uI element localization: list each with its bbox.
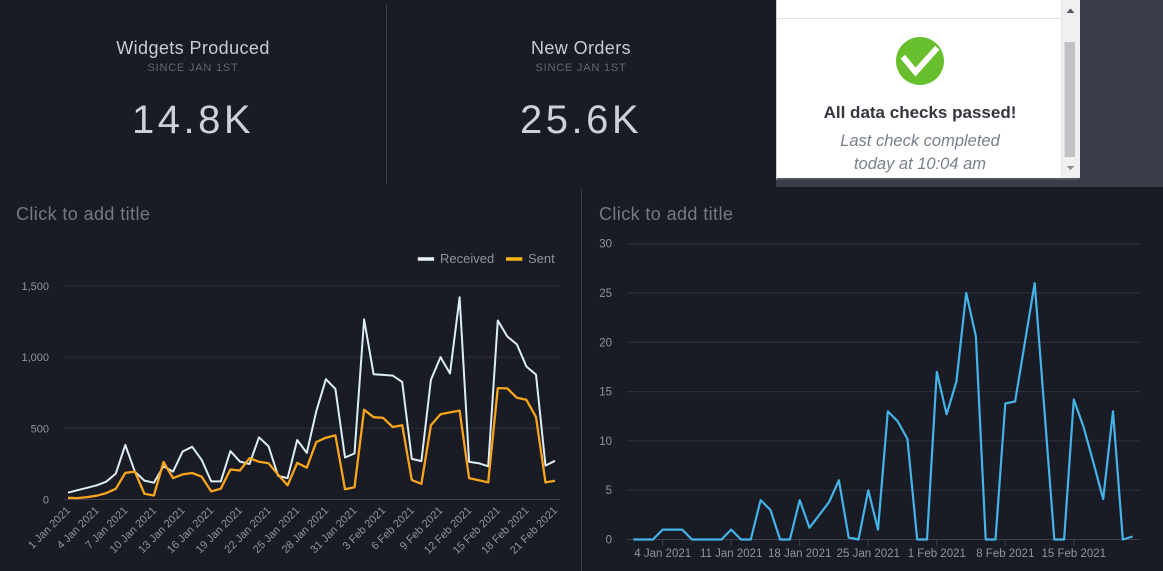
svg-text:30: 30 [599,239,612,251]
svg-text:11 Jan 2021: 11 Jan 2021 [700,548,762,560]
svg-text:8 Feb 2021: 8 Feb 2021 [976,548,1034,560]
svg-text:1 Feb 2021: 1 Feb 2021 [908,548,966,560]
svg-text:10: 10 [599,436,612,448]
svg-text:20: 20 [599,337,612,349]
svg-text:1,500: 1,500 [21,281,49,293]
svg-text:25 Jan 2021: 25 Jan 2021 [837,548,900,560]
svg-text:15: 15 [599,387,612,399]
svg-text:0: 0 [43,495,49,507]
svg-text:1,000: 1,000 [21,352,49,364]
svg-text:0: 0 [606,535,612,547]
svg-text:25: 25 [599,288,612,300]
svg-text:15 Feb 2021: 15 Feb 2021 [1042,548,1107,560]
svg-text:5: 5 [606,485,612,497]
svg-text:500: 500 [31,423,49,435]
svg-text:18 Jan 2021: 18 Jan 2021 [768,548,831,560]
svg-text:Sent: Sent [528,251,555,266]
svg-text:Received: Received [440,251,494,266]
svg-text:4 Jan 2021: 4 Jan 2021 [634,548,691,560]
